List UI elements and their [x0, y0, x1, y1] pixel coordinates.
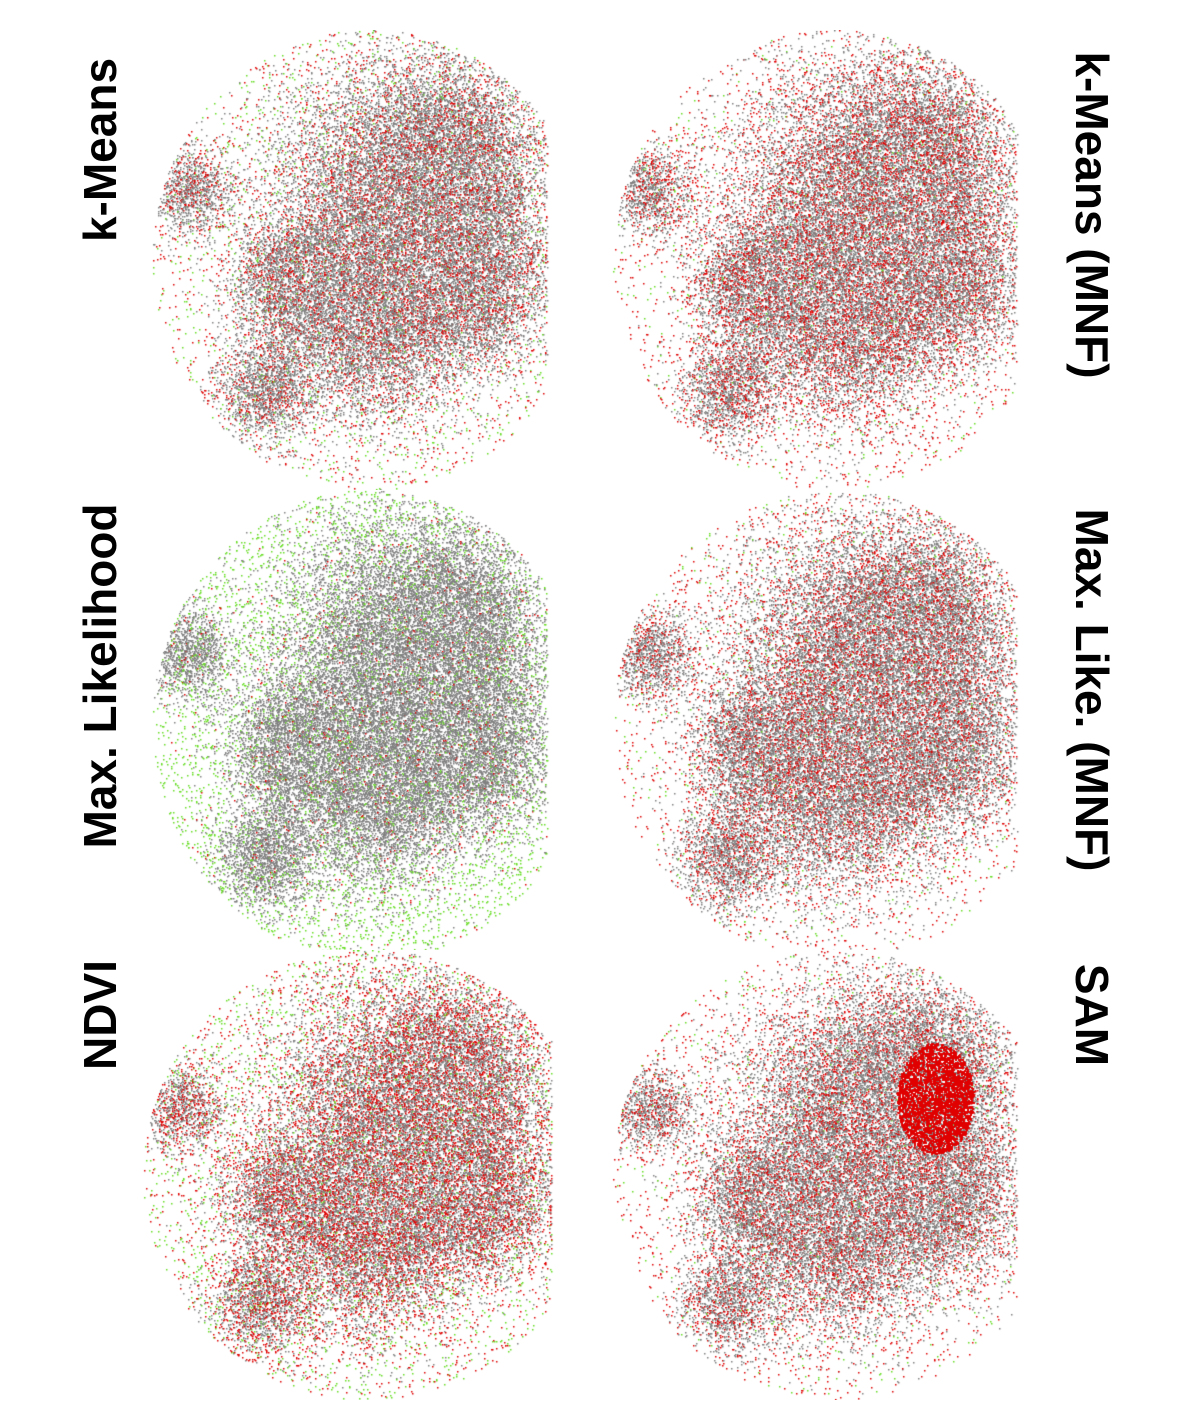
label-kmeans: k-Means: [74, 57, 126, 243]
map-kmeans-mnf: [600, 30, 1030, 490]
map-max-like-mnf: [600, 490, 1030, 960]
map-kmeans: [140, 30, 560, 490]
label-sam: SAM: [1066, 963, 1118, 1067]
label-kmeans-mnf: k-Means (MNF): [1066, 51, 1118, 379]
label-max-like-mnf: Max. Like. (MNF): [1066, 508, 1118, 872]
label-ndvi: NDVI: [74, 960, 126, 1070]
map-max-likelihood: [140, 490, 560, 960]
label-max-likelihood: Max. Likelihood: [74, 503, 126, 849]
map-ndvi: [130, 950, 565, 1400]
map-sam: [600, 950, 1030, 1400]
